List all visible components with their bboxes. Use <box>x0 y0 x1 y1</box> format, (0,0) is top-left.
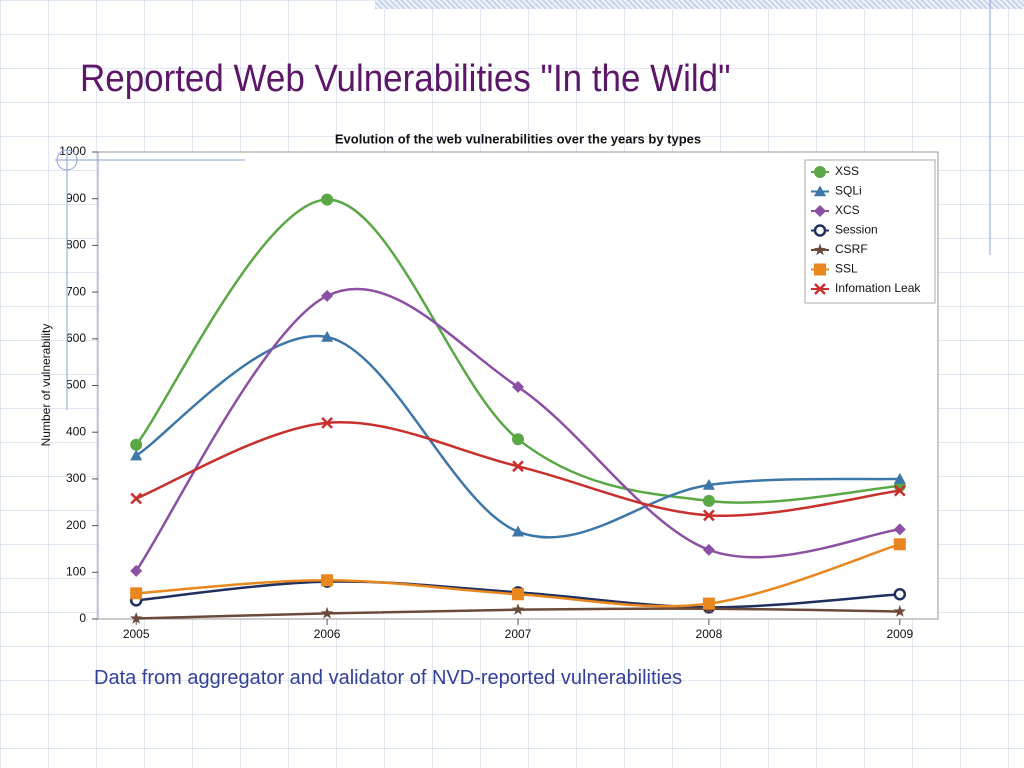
slide-title: Reported Web Vulnerabilities "In the Wil… <box>80 58 731 100</box>
marker <box>703 509 715 522</box>
legend-label: SQLi <box>835 184 862 198</box>
legend-marker <box>813 243 827 256</box>
y-tick-label: 0 <box>79 611 86 625</box>
y-tick-label: 400 <box>66 424 86 438</box>
marker <box>512 588 524 601</box>
legend-marker <box>814 185 826 197</box>
legend-label: CSRF <box>835 242 868 256</box>
legend-marker <box>814 166 826 178</box>
marker <box>130 564 143 577</box>
marker <box>130 449 143 461</box>
y-tick-label: 300 <box>66 471 86 485</box>
y-tick-label: 1000 <box>59 144 86 158</box>
marker <box>130 492 143 505</box>
legend-marker <box>813 224 827 237</box>
legend-label: Session <box>835 223 878 237</box>
legend-marker <box>814 263 826 276</box>
series-line <box>135 198 900 504</box>
marker <box>130 438 143 451</box>
legend-label: XSS <box>835 164 859 178</box>
legend-marker <box>814 283 826 295</box>
chart-title: Evolution of the web vulnerabilities ove… <box>335 131 701 146</box>
y-tick-label: 800 <box>66 238 86 252</box>
marker <box>702 543 715 556</box>
decor-band <box>375 0 1024 9</box>
x-tick-label: 2009 <box>886 627 913 641</box>
x-tick-label: 2005 <box>123 627 150 641</box>
marker <box>130 587 143 600</box>
marker <box>893 523 906 536</box>
y-tick-label: 700 <box>66 284 86 298</box>
marker <box>320 606 334 619</box>
marker <box>702 478 715 490</box>
legend-label: SSL <box>835 262 858 276</box>
series-line <box>135 287 900 572</box>
x-tick-label: 2007 <box>505 627 532 641</box>
x-tick-label: 2008 <box>696 627 723 641</box>
marker <box>893 538 906 551</box>
y-tick-label: 600 <box>66 331 86 345</box>
marker <box>512 460 524 473</box>
legend-label: XCS <box>835 203 860 217</box>
y-tick-label: 500 <box>66 378 86 392</box>
y-tick-label: 200 <box>66 518 86 532</box>
y-tick-label: 900 <box>66 191 86 205</box>
caption: Data from aggregator and validator of NV… <box>94 667 683 689</box>
marker <box>321 574 334 587</box>
marker <box>512 433 524 446</box>
marker <box>129 612 143 624</box>
marker <box>321 289 334 302</box>
marker <box>893 472 906 484</box>
marker <box>512 525 524 537</box>
marker <box>512 380 524 393</box>
marker <box>321 193 334 206</box>
marker <box>702 494 715 507</box>
legend-label: Infomation Leak <box>835 281 921 295</box>
marker <box>321 416 333 429</box>
legend-marker <box>814 205 826 217</box>
marker <box>893 587 907 601</box>
series-line <box>135 334 900 539</box>
marker <box>511 603 525 615</box>
x-tick-label: 2006 <box>314 627 341 641</box>
marker <box>702 597 715 610</box>
marker <box>893 484 906 497</box>
marker <box>321 330 334 342</box>
marker <box>893 605 907 617</box>
y-axis-label: Number of vulnerability <box>39 324 53 447</box>
y-tick-label: 100 <box>66 564 86 578</box>
